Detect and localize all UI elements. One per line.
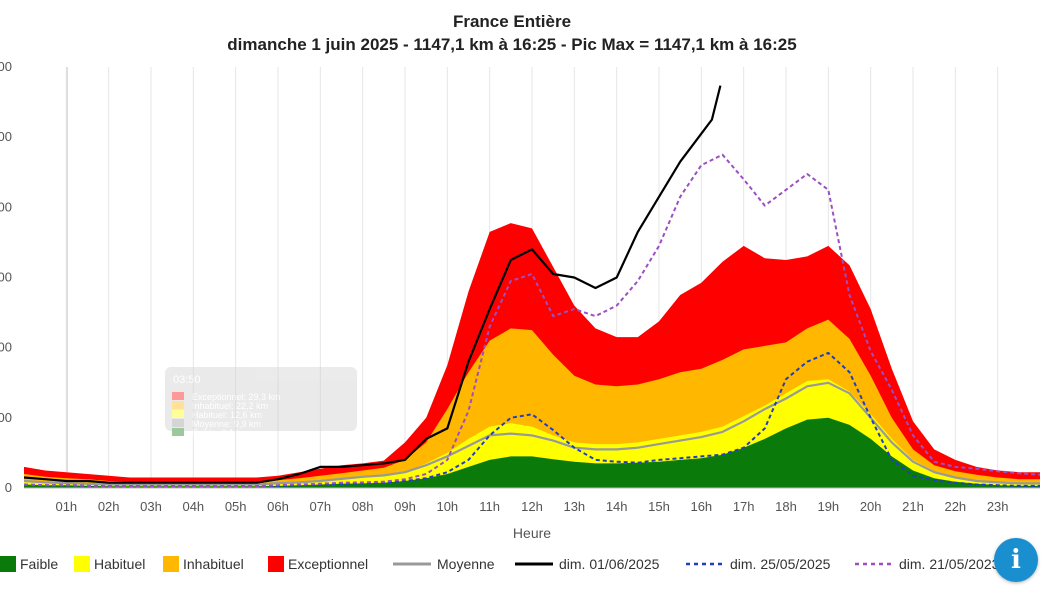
legend: Faible Habituel Inhabituel Exceptionnel Moye… (0, 556, 1000, 572)
legend-item[interactable]: dim. 01/06/2025 (515, 556, 660, 572)
x-tick-label: 06h (267, 499, 289, 514)
tooltip-row: Inhabituel: 22,2 km (192, 401, 268, 411)
x-tick-label: 03h (140, 499, 162, 514)
x-tick-label: 19h (817, 499, 839, 514)
legend-label: dim. 01/06/2025 (559, 556, 660, 572)
legend-label: Inhabituel (183, 556, 244, 572)
legend-item[interactable]: Faible (0, 556, 58, 572)
legend-item[interactable]: dim. 25/05/2025 (686, 556, 831, 572)
x-tick-label: 17h (733, 499, 755, 514)
tooltip-box (165, 367, 357, 431)
info-icon: i (1011, 545, 1021, 575)
legend-item[interactable]: Exceptionnel (268, 556, 368, 572)
x-tick-label: 13h (563, 499, 585, 514)
y-tick-label: 400 (0, 340, 12, 355)
legend-item[interactable]: Habituel (74, 556, 145, 572)
legend-label: Moyenne (437, 556, 495, 572)
tooltip-swatch (172, 428, 184, 436)
tooltip-row: Moyenne: 9,9 km (192, 419, 261, 429)
info-button[interactable]: i (994, 538, 1038, 582)
band-faible (24, 417, 1040, 488)
tooltip-row: Exceptionnel: 29,3 km (192, 392, 281, 402)
y-axis-labels: 0 200 400 600 800 1000 1200 (0, 59, 12, 495)
legend-item[interactable]: Moyenne (393, 556, 495, 572)
y-tick-label: 800 (0, 199, 12, 214)
y-tick-label: 200 (0, 410, 12, 425)
legend-label: Habituel (94, 556, 145, 572)
x-tick-label: 22h (944, 499, 966, 514)
legend-label: Faible (20, 556, 58, 572)
x-tick-label: 16h (690, 499, 712, 514)
tooltip-swatch (172, 392, 184, 400)
legend-item[interactable]: Inhabituel (163, 556, 244, 572)
tooltip-row: Habituel: 12,6 km (192, 410, 262, 420)
x-tick-label: 05h (225, 499, 247, 514)
x-tick-label: 01h (55, 499, 77, 514)
chart-title: France Entière (453, 12, 571, 31)
tooltip-swatch (172, 419, 184, 427)
legend-swatch (0, 556, 16, 572)
band-areas (24, 223, 1040, 488)
y-tick-label: 1200 (0, 59, 12, 74)
x-tick-label: 07h (309, 499, 331, 514)
tooltip-swatch (172, 410, 184, 418)
x-tick-label: 15h (648, 499, 670, 514)
x-tick-label: 23h (987, 499, 1009, 514)
tooltip-row: Faible: 6,1 km (192, 428, 249, 438)
x-tick-label: 18h (775, 499, 797, 514)
legend-label: dim. 21/05/2023 (899, 556, 1000, 572)
x-tick-label: 12h (521, 499, 543, 514)
x-tick-label: 02h (98, 499, 120, 514)
tooltip-header: 03:50 (173, 374, 201, 386)
x-tick-label: 10h (436, 499, 458, 514)
y-tick-label: 600 (0, 270, 12, 285)
tooltip-swatch (172, 401, 184, 409)
series-line (23, 381, 1040, 486)
series-line (23, 85, 722, 484)
x-tick-label: 09h (394, 499, 416, 514)
series-line (23, 153, 1041, 488)
x-tick-label: 08h (352, 499, 374, 514)
x-tick-label: 14h (606, 499, 628, 514)
legend-swatch (163, 556, 179, 572)
legend-swatch (268, 556, 284, 572)
x-axis-labels: 01h 02h 03h 04h 05h 06h 07h 08h 09h 10h 11h 12h 13h 1… (55, 499, 1008, 514)
y-tick-label: 1000 (0, 129, 12, 144)
y-tick-label: 0 (5, 480, 12, 495)
chart-subtitle: dimanche 1 juin 2025 - 1147,1 km à 16:25… (227, 35, 796, 54)
legend-label: dim. 25/05/2025 (730, 556, 831, 572)
series-lines (23, 85, 1041, 488)
legend-swatch (74, 556, 90, 572)
legend-item[interactable]: dim. 21/05/2023 (855, 556, 1000, 572)
x-tick-label: 04h (182, 499, 204, 514)
x-axis-title: Heure (513, 525, 551, 541)
x-tick-label: 20h (860, 499, 882, 514)
x-tick-label: 11h (479, 499, 500, 514)
legend-label: Exceptionnel (288, 556, 368, 572)
x-tick-label: 21h (902, 499, 924, 514)
